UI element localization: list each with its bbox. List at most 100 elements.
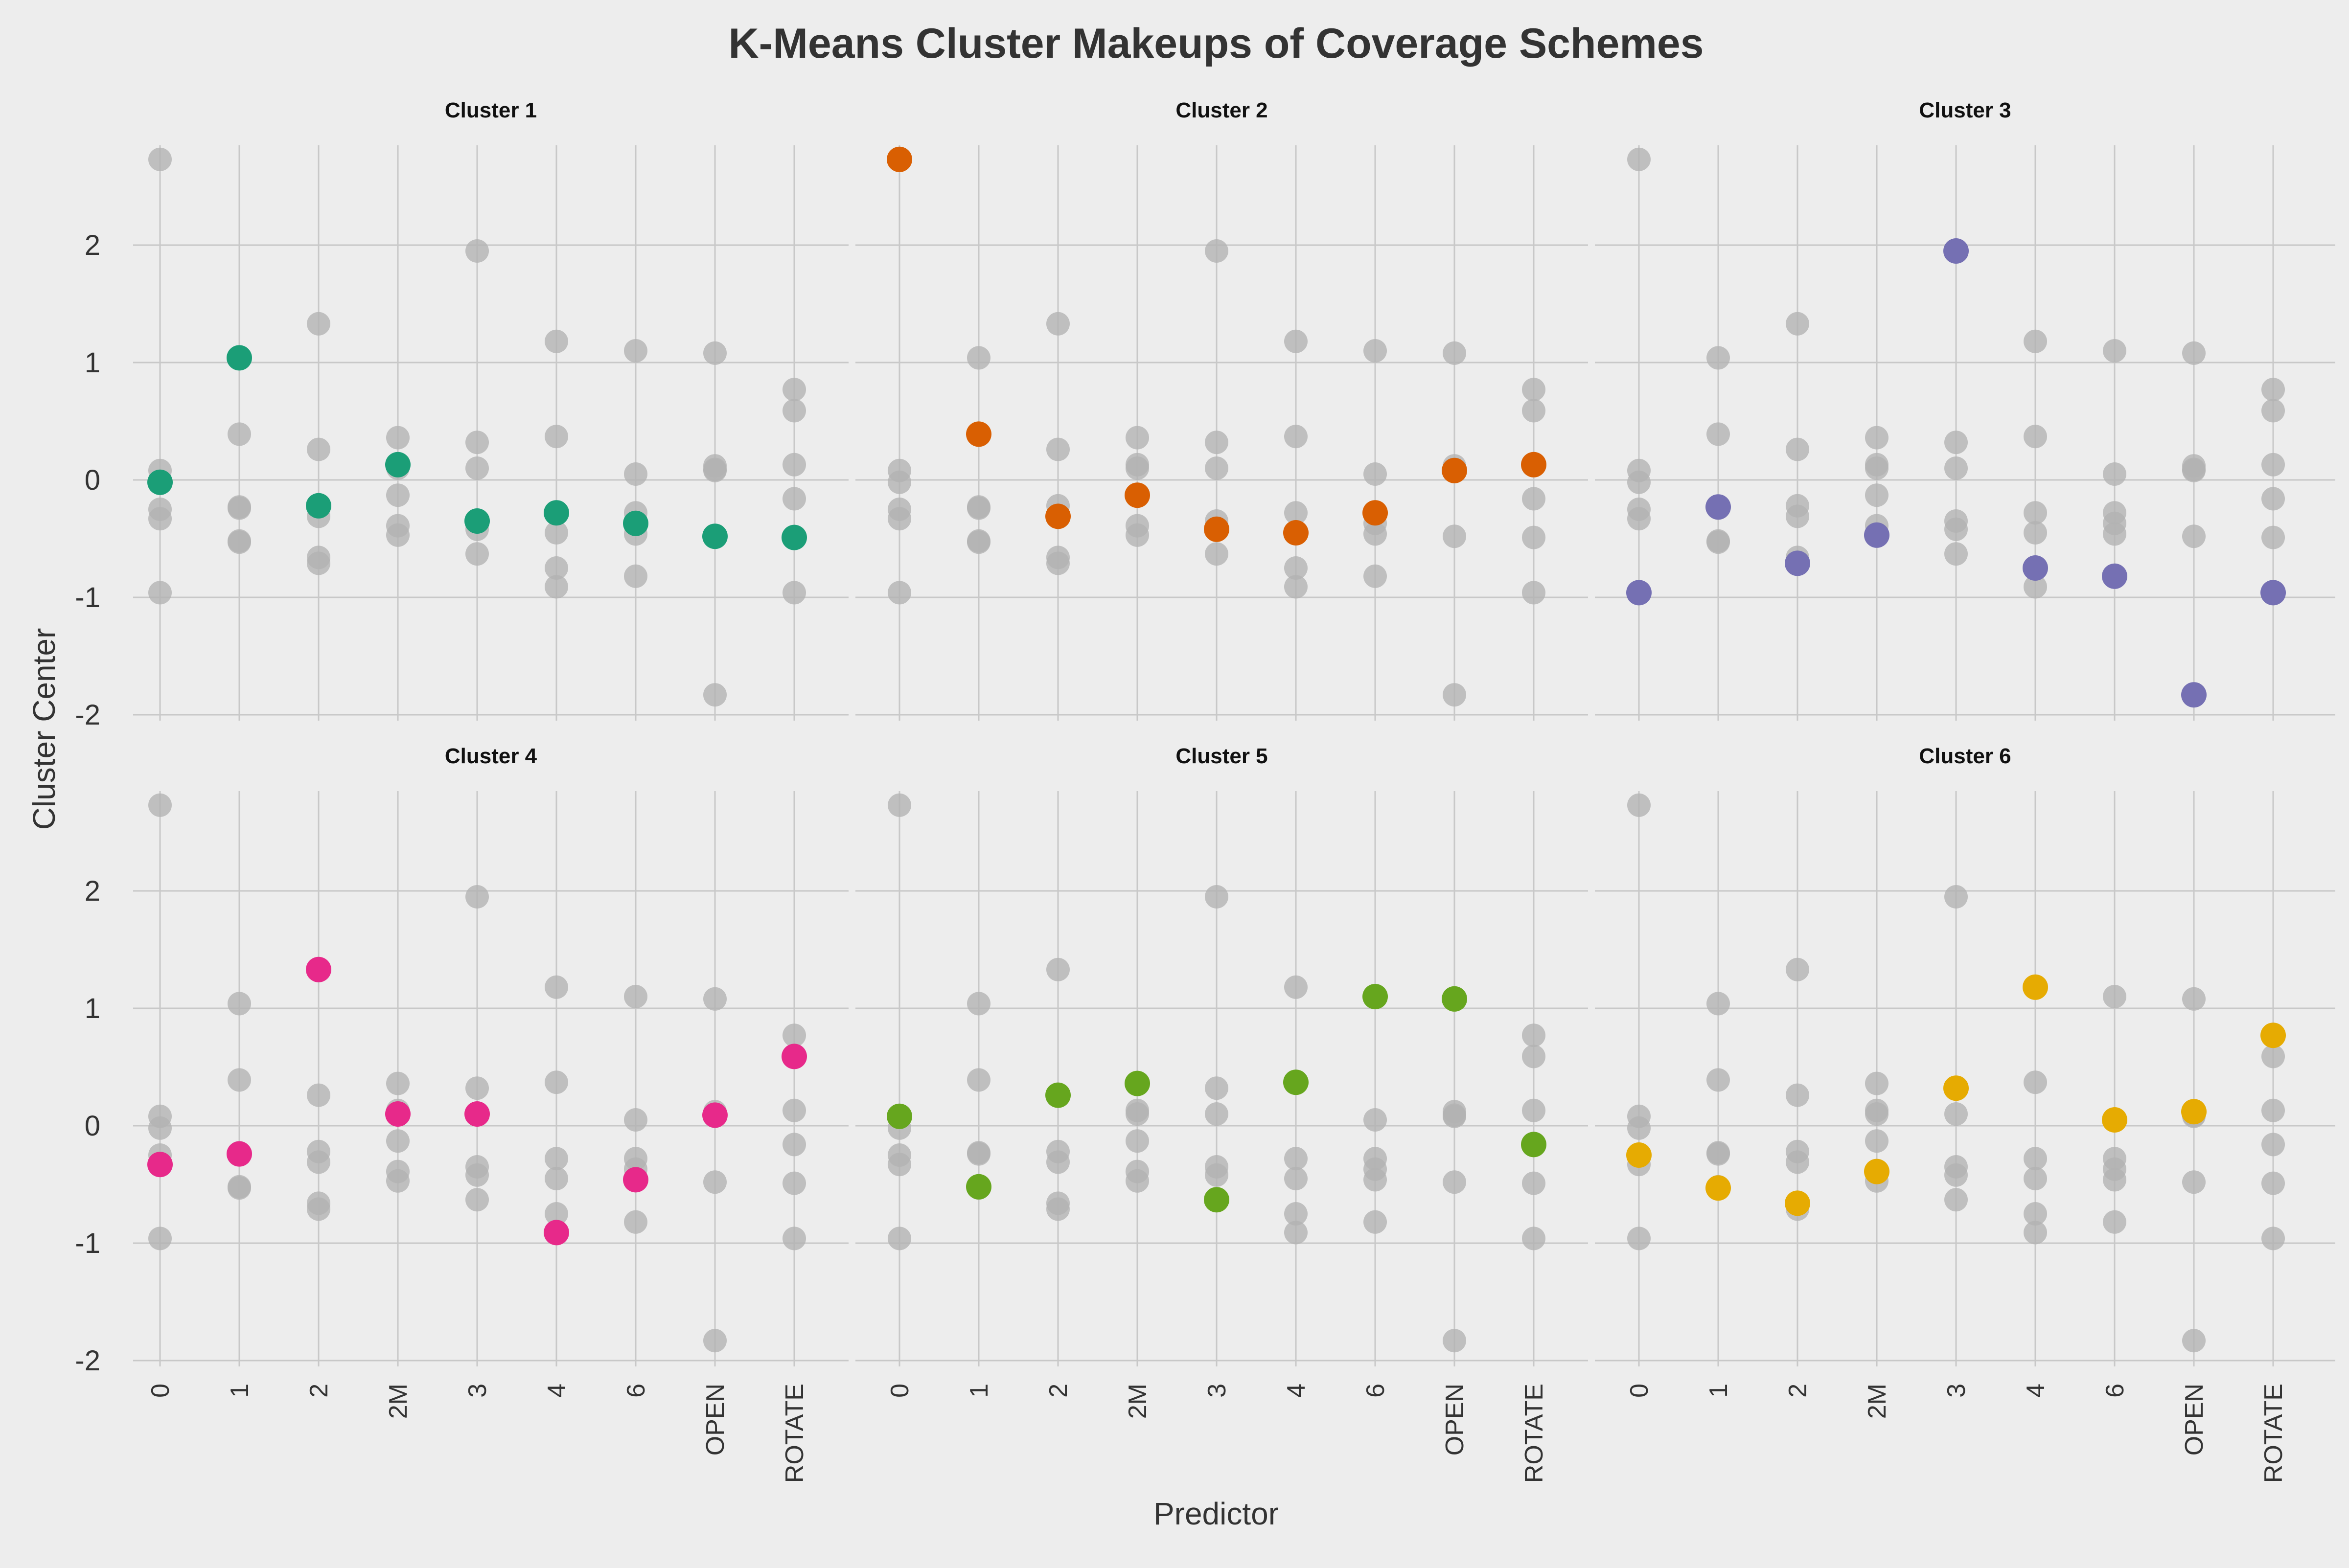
context-point	[545, 556, 568, 580]
context-point	[228, 496, 251, 520]
cluster-2-point-1	[966, 421, 991, 447]
context-point	[228, 530, 251, 554]
context-point	[1284, 1221, 1308, 1245]
chart-title: K-Means Cluster Makeups of Coverage Sche…	[729, 20, 1704, 67]
panel-cluster-6: Cluster 6 0 1 2 2M 3 4 6 OPEN ROTATE	[1595, 744, 2335, 1483]
context-point	[1522, 1045, 1545, 1068]
context-point	[2261, 525, 2285, 549]
context-point	[1046, 957, 1070, 981]
context-point	[386, 1129, 410, 1153]
context-point	[1443, 341, 1466, 365]
cluster-1-point-2m	[385, 452, 411, 477]
context-point	[545, 1167, 568, 1190]
y-tick-label: -1	[75, 582, 100, 614]
x-tick-label: 2	[1044, 1384, 1073, 1398]
context-point	[1627, 498, 1651, 521]
x-axis-label: Predictor	[1153, 1496, 1279, 1531]
context-point	[1363, 564, 1387, 588]
context-point	[1284, 1147, 1308, 1171]
x-tick-label: 0	[886, 1384, 914, 1398]
x-tick-label: 1	[226, 1384, 254, 1398]
context-point	[1944, 517, 1968, 541]
cluster-4-point-open	[702, 1102, 728, 1128]
context-point	[2103, 1147, 2126, 1171]
cluster-2-point-open	[1442, 457, 1467, 483]
context-point	[783, 1098, 806, 1122]
context-point	[1046, 437, 1070, 461]
context-point	[545, 975, 568, 999]
context-point	[1126, 514, 1149, 538]
context-point	[2024, 1202, 2047, 1226]
context-point	[1363, 339, 1387, 363]
context-point	[1363, 522, 1387, 546]
context-point	[2024, 1147, 2047, 1171]
context-point	[386, 514, 410, 538]
context-point	[465, 1076, 489, 1100]
x-tick-label: OPEN	[701, 1384, 730, 1455]
cluster-2-point-2	[1045, 503, 1071, 529]
context-point	[1205, 1102, 1228, 1126]
cluster-3-point-open	[2181, 682, 2207, 708]
y-tick-label: 2	[85, 875, 100, 907]
cluster-6-point-2	[1785, 1190, 1810, 1216]
context-point	[1944, 542, 1968, 566]
context-point	[1706, 992, 1730, 1016]
cluster-6-point-1	[1705, 1175, 1731, 1201]
context-point	[1865, 1071, 1888, 1095]
cluster-3-point-3	[1943, 238, 1969, 264]
context-point	[2024, 1070, 2047, 1094]
context-point	[1046, 312, 1070, 336]
cluster-4-point-3	[464, 1101, 490, 1127]
context-point	[2261, 1045, 2285, 1068]
context-point	[703, 1329, 727, 1353]
x-tick-label: 4	[543, 1384, 571, 1398]
context-point	[783, 487, 806, 511]
context-point	[2182, 341, 2206, 365]
cluster-6-point-3	[1943, 1075, 1969, 1101]
context-point	[2182, 987, 2206, 1011]
x-tick-label: 2M	[384, 1384, 413, 1419]
context-point	[967, 1142, 990, 1166]
y-tick-label: -1	[75, 1227, 100, 1259]
context-point	[703, 683, 727, 707]
cluster-5-point-3	[1204, 1187, 1229, 1213]
cluster-6-point-6	[2102, 1107, 2127, 1133]
context-point	[783, 1171, 806, 1195]
context-point	[2261, 487, 2285, 511]
context-point	[465, 456, 489, 480]
cluster-4-point-4	[544, 1220, 569, 1246]
context-point	[148, 147, 172, 171]
context-point	[2103, 985, 2126, 1008]
panel-cluster-4: Cluster 4 -2 -1 0 1 2 0 1 2 2M 3 4 6 OPEN ROTATE	[75, 744, 849, 1483]
cluster-5-point-rotate	[1521, 1132, 1546, 1158]
context-point	[1522, 1171, 1545, 1195]
context-point	[2182, 1170, 2206, 1194]
context-point	[888, 458, 911, 482]
x-tick-label: OPEN	[2180, 1384, 2209, 1455]
context-point	[386, 426, 410, 450]
context-point	[228, 1068, 251, 1092]
context-point	[545, 1147, 568, 1171]
context-point	[888, 581, 911, 605]
x-tick-label: 6	[622, 1384, 650, 1398]
context-point	[624, 1108, 647, 1132]
cluster-5-point-6	[1362, 984, 1388, 1009]
cluster-5-point-0	[887, 1103, 912, 1129]
cluster-4-point-0	[147, 1152, 173, 1178]
context-point	[624, 1210, 647, 1234]
context-point	[1046, 545, 1070, 569]
context-point	[2024, 425, 2047, 449]
context-point	[1363, 1108, 1387, 1132]
cluster-5-point-2m	[1125, 1070, 1150, 1096]
context-point	[1284, 1202, 1308, 1226]
context-point	[1126, 1102, 1149, 1126]
context-point	[2103, 1168, 2126, 1192]
cluster-6-point-4	[2023, 974, 2048, 1000]
context-point	[1205, 431, 1228, 454]
context-point	[2261, 1171, 2285, 1195]
context-point	[1126, 1129, 1149, 1153]
cluster-1-point-4	[544, 500, 569, 526]
context-point	[228, 1176, 251, 1200]
context-point	[307, 1191, 330, 1215]
context-point	[1443, 524, 1466, 548]
